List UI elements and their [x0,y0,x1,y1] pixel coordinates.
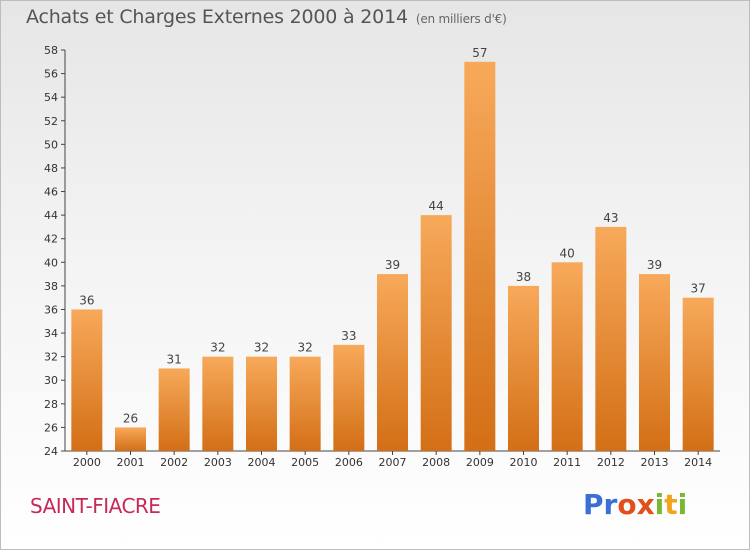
axes: 24 26 28 30 32 34 36 38 40 42 44 46 48 50 52 54 56 58 2000… [44,44,720,469]
y-tick-label: 34 [44,327,58,340]
bar-2012 [595,226,627,451]
bar-2007 [377,274,408,451]
logo-letter: x [636,488,655,521]
logo-letter: o [617,488,637,521]
y-tick-label: 48 [44,162,58,175]
y-tick-label: 36 [44,303,58,316]
data-label: 36 [79,293,94,307]
y-tick-label: 58 [44,44,58,57]
x-tick-label: 2010 [510,456,538,469]
y-tick-label: 52 [44,115,58,128]
x-tick-label: 2005 [291,456,319,469]
y-tick-label: 44 [44,209,58,222]
data-label: 32 [254,341,269,355]
bar-2009 [464,61,496,451]
logo-letter: i [677,488,688,521]
x-tick-label: 2009 [466,456,494,469]
data-label: 39 [647,258,662,272]
data-label: 40 [560,246,575,260]
y-tick-label: 30 [44,374,58,387]
data-label: 37 [691,282,706,296]
data-label: 31 [167,352,182,366]
y-tick-label: 46 [44,186,58,199]
y-tick-label: 24 [44,445,58,458]
chart-title-text: Achats et Charges Externes 2000 à 2014 [26,6,408,28]
y-tick-label: 32 [44,351,58,364]
bar-2013 [639,274,670,451]
y-tick-label: 50 [44,138,58,151]
x-tick-label: 2011 [553,456,581,469]
y-tick-label: 40 [44,256,58,269]
data-label: 44 [429,199,444,213]
bar-2001 [115,427,146,451]
logo-letter: i [654,488,665,521]
logo-letter: r [603,488,618,521]
data-label: 38 [516,270,531,284]
y-tick-label: 42 [44,233,58,246]
y-tick-label: 56 [44,68,58,81]
y-tick-label: 28 [44,398,58,411]
x-tick-label: 2002 [160,456,188,469]
y-tick-label: 38 [44,280,58,293]
bars [71,61,714,451]
data-label: 43 [603,211,618,225]
x-tick-label: 2000 [73,456,101,469]
x-tick-label: 2012 [597,456,625,469]
x-tick-label: 2014 [684,456,712,469]
chart-title: Achats et Charges Externes 2000 à 2014 (e… [26,6,507,28]
proxiti-logo: Proxiti [583,488,687,521]
x-tick-label: 2001 [117,456,145,469]
logo-letter: t [664,488,678,521]
bar-2000 [71,309,103,451]
x-tick-label: 2007 [379,456,407,469]
y-tick-label: 54 [44,91,58,104]
x-tick-label: 2013 [641,456,669,469]
x-tick-label: 2004 [248,456,276,469]
bar-2011 [551,262,583,451]
data-label: 39 [385,258,400,272]
data-label: 26 [123,411,138,425]
data-label: 32 [210,341,225,355]
y-tick-label: 26 [44,421,58,434]
x-tick-label: 2003 [204,456,232,469]
bar-2004 [246,356,277,451]
x-tick-label: 2008 [422,456,450,469]
logo-letter: P [583,488,604,521]
bar-2008 [420,215,452,451]
bar-2006 [333,344,365,451]
chart-unit: (en milliers d'€) [415,12,507,26]
bar-2005 [289,356,321,451]
data-label: 33 [341,329,356,343]
bar-2014 [682,297,714,451]
data-labels: 36 26 31 32 32 32 33 39 44 57 38 40 43 39 37 [79,46,706,426]
x-tick-label: 2006 [335,456,363,469]
data-label: 32 [298,341,313,355]
data-label: 57 [472,46,487,60]
bar-2003 [202,356,234,451]
bar-2010 [508,285,539,451]
bar-2002 [158,368,190,451]
commune-name: SAINT-FIACRE [30,494,161,518]
